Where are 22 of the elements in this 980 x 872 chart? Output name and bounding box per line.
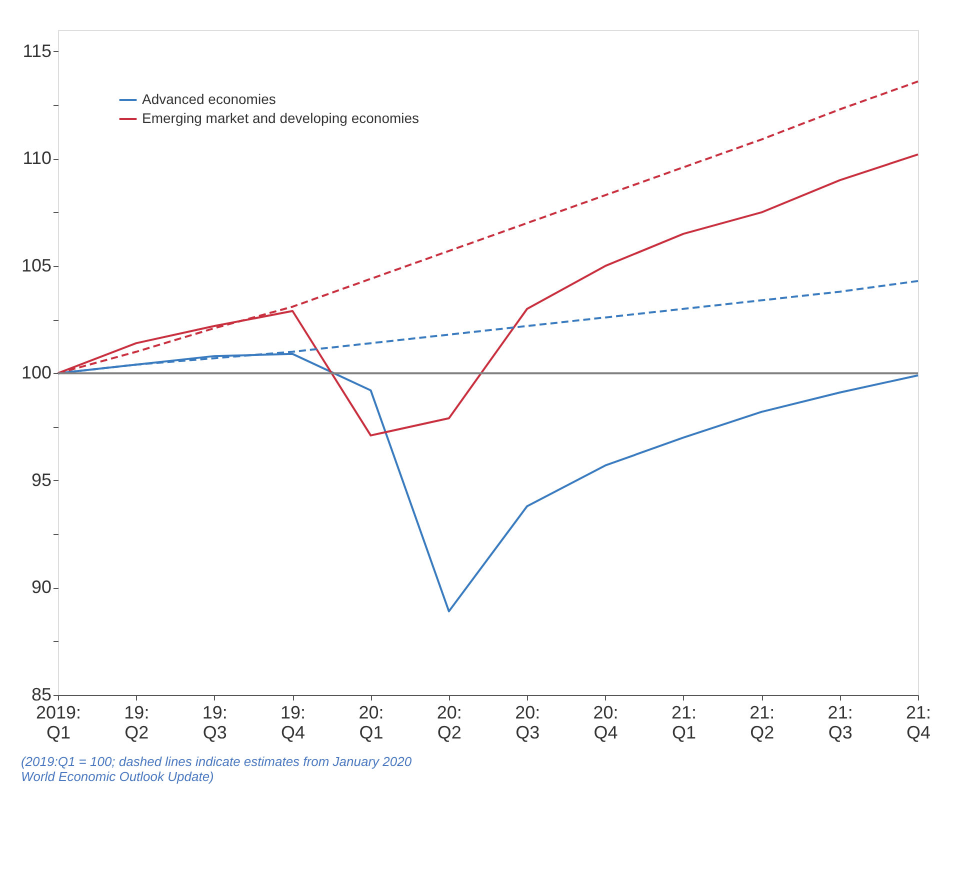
y-tick-label: 90 bbox=[31, 577, 52, 598]
x-tick-label: 19: Q3 bbox=[202, 702, 228, 742]
y-tick-label: 95 bbox=[31, 470, 52, 490]
x-tick-label: 20: Q4 bbox=[593, 702, 618, 742]
y-tick-label: 85 bbox=[31, 684, 52, 704]
y-tick-label: 105 bbox=[21, 255, 52, 276]
x-tick-label: 21: Q3 bbox=[828, 702, 853, 742]
y-tick-label: 115 bbox=[22, 40, 52, 61]
x-tick-label: 21: Q2 bbox=[750, 702, 775, 742]
y-tick-label: 100 bbox=[21, 362, 52, 383]
x-tick-label: 19: Q4 bbox=[280, 702, 306, 742]
y-tick-label: 110 bbox=[22, 148, 52, 168]
x-tick-label: 21: Q4 bbox=[906, 702, 932, 742]
x-tick-label: 21: Q1 bbox=[671, 702, 696, 742]
x-tick-label: 20: Q3 bbox=[515, 702, 540, 742]
x-tick-label: 20: Q1 bbox=[358, 702, 384, 742]
text: (2019:Q1 = 100; dashed lines indicate estimates from January 2020 World Economic Outlook Update) bbox=[20, 754, 412, 784]
legend-label: Emerging market and developing economies bbox=[142, 110, 420, 126]
x-tick-label: 19: Q2 bbox=[124, 702, 150, 742]
legend-label: Advanced economies bbox=[142, 91, 276, 107]
x-tick-label: 2019: Q1 bbox=[36, 702, 82, 742]
x-tick-label: 20: Q2 bbox=[436, 702, 462, 742]
